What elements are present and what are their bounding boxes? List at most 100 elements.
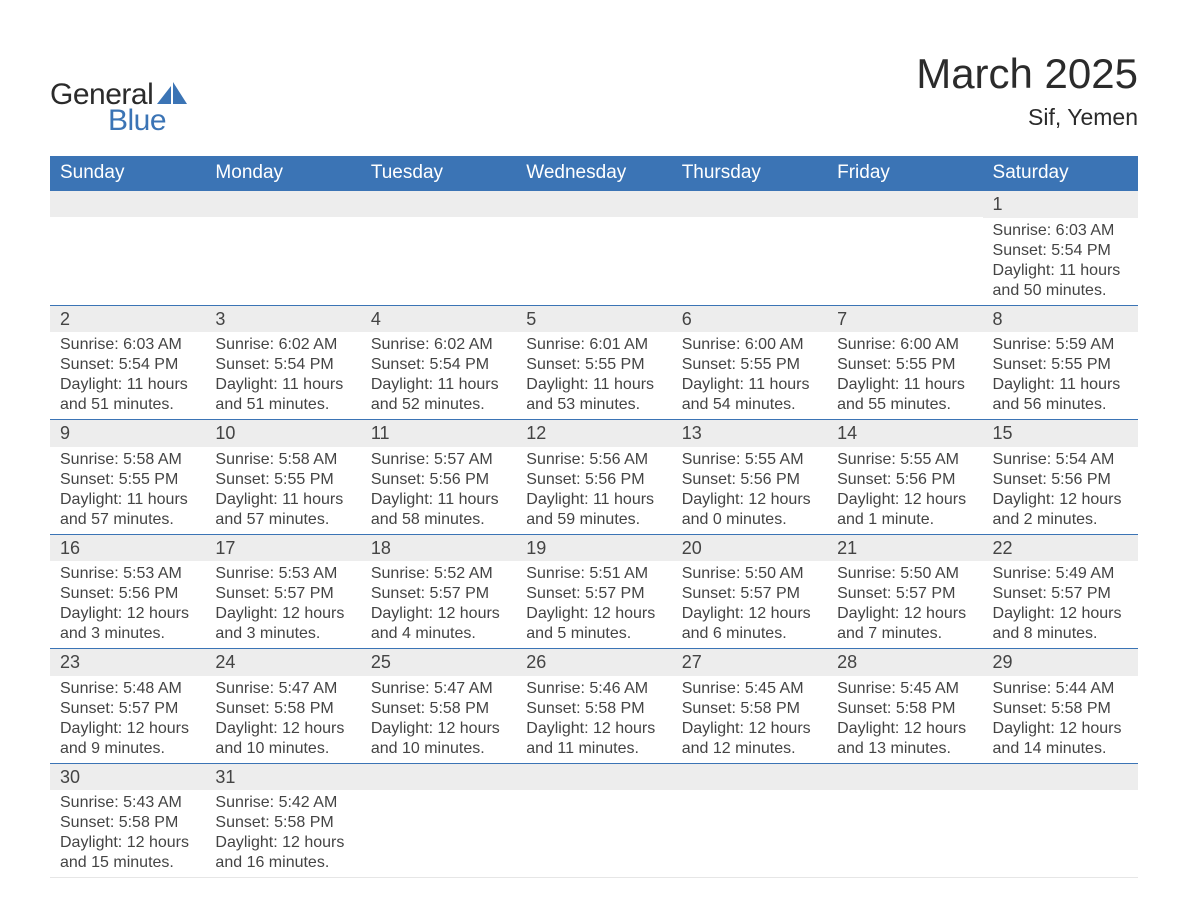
- day-details: [827, 790, 982, 877]
- day-number: 26: [516, 649, 671, 676]
- daylight-line-2: and 55 minutes.: [837, 395, 972, 415]
- daylight-line-2: and 50 minutes.: [993, 281, 1128, 301]
- day-details: [516, 790, 671, 877]
- sunrise-line: Sunrise: 5:54 AM: [993, 450, 1128, 470]
- day-details: Sunrise: 5:53 AMSunset: 5:57 PMDaylight:…: [205, 561, 360, 648]
- sunset-line: Sunset: 5:57 PM: [371, 584, 506, 604]
- daylight-line-2: and 11 minutes.: [526, 739, 661, 759]
- day-details: [361, 790, 516, 877]
- sunset-line: Sunset: 5:57 PM: [526, 584, 661, 604]
- sunset-line: Sunset: 5:56 PM: [526, 470, 661, 490]
- sunrise-line: Sunrise: 5:42 AM: [215, 793, 350, 813]
- day-number: 5: [516, 306, 671, 333]
- sunrise-line: Sunrise: 5:50 AM: [682, 564, 817, 584]
- daylight-line-1: Daylight: 11 hours: [993, 261, 1128, 281]
- sunset-line: Sunset: 5:58 PM: [215, 813, 350, 833]
- calendar-cell: [205, 191, 360, 305]
- day-number: 18: [361, 535, 516, 562]
- sunrise-line: Sunrise: 6:00 AM: [682, 335, 817, 355]
- calendar-cell: 10Sunrise: 5:58 AMSunset: 5:55 PMDayligh…: [205, 420, 360, 534]
- calendar-cell: [672, 191, 827, 305]
- sunrise-line: Sunrise: 6:03 AM: [60, 335, 195, 355]
- sunset-line: Sunset: 5:58 PM: [526, 699, 661, 719]
- empty-day-number: [50, 191, 205, 217]
- daylight-line-2: and 12 minutes.: [682, 739, 817, 759]
- day-details: Sunrise: 5:50 AMSunset: 5:57 PMDaylight:…: [827, 561, 982, 648]
- day-number: 17: [205, 535, 360, 562]
- calendar-cell: [361, 764, 516, 878]
- calendar-cell: 16Sunrise: 5:53 AMSunset: 5:56 PMDayligh…: [50, 535, 205, 649]
- calendar-cell: [516, 764, 671, 878]
- day-number: 8: [983, 306, 1138, 333]
- daylight-line-1: Daylight: 12 hours: [60, 719, 195, 739]
- day-number: 9: [50, 420, 205, 447]
- calendar-cell: [827, 191, 982, 305]
- sunrise-line: Sunrise: 5:44 AM: [993, 679, 1128, 699]
- daylight-line-2: and 0 minutes.: [682, 510, 817, 530]
- sunset-line: Sunset: 5:58 PM: [215, 699, 350, 719]
- sunset-line: Sunset: 5:55 PM: [682, 355, 817, 375]
- daylight-line-2: and 15 minutes.: [60, 853, 195, 873]
- calendar-cell: 2Sunrise: 6:03 AMSunset: 5:54 PMDaylight…: [50, 306, 205, 420]
- day-number: 20: [672, 535, 827, 562]
- calendar-body: 1Sunrise: 6:03 AMSunset: 5:54 PMDaylight…: [50, 190, 1138, 878]
- daylight-line-1: Daylight: 12 hours: [682, 604, 817, 624]
- calendar-cell: [361, 191, 516, 305]
- day-number: 25: [361, 649, 516, 676]
- day-details: Sunrise: 5:58 AMSunset: 5:55 PMDaylight:…: [205, 447, 360, 534]
- calendar-header-cell: Sunday: [50, 156, 205, 190]
- calendar-cell: 3Sunrise: 6:02 AMSunset: 5:54 PMDaylight…: [205, 306, 360, 420]
- calendar-header-row: SundayMondayTuesdayWednesdayThursdayFrid…: [50, 156, 1138, 190]
- sunrise-line: Sunrise: 6:01 AM: [526, 335, 661, 355]
- sunset-line: Sunset: 5:58 PM: [837, 699, 972, 719]
- calendar-row: 16Sunrise: 5:53 AMSunset: 5:56 PMDayligh…: [50, 534, 1138, 649]
- daylight-line-2: and 13 minutes.: [837, 739, 972, 759]
- daylight-line-1: Daylight: 11 hours: [371, 490, 506, 510]
- calendar-cell: [827, 764, 982, 878]
- day-number: 1: [983, 191, 1138, 218]
- daylight-line-2: and 57 minutes.: [60, 510, 195, 530]
- calendar-cell: 6Sunrise: 6:00 AMSunset: 5:55 PMDaylight…: [672, 306, 827, 420]
- sunrise-line: Sunrise: 5:53 AM: [60, 564, 195, 584]
- day-number: 13: [672, 420, 827, 447]
- calendar-header-cell: Saturday: [983, 156, 1138, 190]
- daylight-line-1: Daylight: 12 hours: [371, 604, 506, 624]
- sunset-line: Sunset: 5:58 PM: [60, 813, 195, 833]
- calendar: SundayMondayTuesdayWednesdayThursdayFrid…: [50, 156, 1138, 878]
- day-number: 19: [516, 535, 671, 562]
- daylight-line-2: and 4 minutes.: [371, 624, 506, 644]
- daylight-line-1: Daylight: 12 hours: [215, 719, 350, 739]
- daylight-line-2: and 54 minutes.: [682, 395, 817, 415]
- daylight-line-1: Daylight: 12 hours: [215, 833, 350, 853]
- sunrise-line: Sunrise: 5:46 AM: [526, 679, 661, 699]
- day-details: Sunrise: 5:46 AMSunset: 5:58 PMDaylight:…: [516, 676, 671, 763]
- calendar-cell: 17Sunrise: 5:53 AMSunset: 5:57 PMDayligh…: [205, 535, 360, 649]
- day-details: [983, 790, 1138, 877]
- calendar-row: 1Sunrise: 6:03 AMSunset: 5:54 PMDaylight…: [50, 190, 1138, 305]
- daylight-line-2: and 51 minutes.: [215, 395, 350, 415]
- sunset-line: Sunset: 5:57 PM: [215, 584, 350, 604]
- daylight-line-2: and 1 minute.: [837, 510, 972, 530]
- day-details: [827, 217, 982, 304]
- empty-day-number: [827, 191, 982, 217]
- daylight-line-1: Daylight: 11 hours: [526, 375, 661, 395]
- sunset-line: Sunset: 5:56 PM: [993, 470, 1128, 490]
- sunrise-line: Sunrise: 6:00 AM: [837, 335, 972, 355]
- calendar-header-cell: Thursday: [672, 156, 827, 190]
- daylight-line-2: and 7 minutes.: [837, 624, 972, 644]
- calendar-cell: [50, 191, 205, 305]
- calendar-cell: [516, 191, 671, 305]
- sunset-line: Sunset: 5:56 PM: [837, 470, 972, 490]
- empty-day-number: [516, 764, 671, 790]
- daylight-line-1: Daylight: 12 hours: [837, 490, 972, 510]
- day-number: 31: [205, 764, 360, 791]
- sunset-line: Sunset: 5:55 PM: [60, 470, 195, 490]
- day-details: Sunrise: 5:56 AMSunset: 5:56 PMDaylight:…: [516, 447, 671, 534]
- day-details: [672, 217, 827, 304]
- day-number: 4: [361, 306, 516, 333]
- sunrise-line: Sunrise: 5:52 AM: [371, 564, 506, 584]
- calendar-cell: 9Sunrise: 5:58 AMSunset: 5:55 PMDaylight…: [50, 420, 205, 534]
- daylight-line-2: and 59 minutes.: [526, 510, 661, 530]
- sunrise-line: Sunrise: 5:49 AM: [993, 564, 1128, 584]
- day-details: Sunrise: 5:54 AMSunset: 5:56 PMDaylight:…: [983, 447, 1138, 534]
